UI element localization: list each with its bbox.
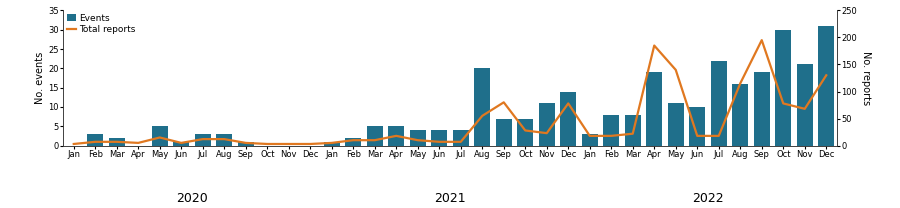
Bar xyxy=(560,92,576,146)
Bar xyxy=(346,138,361,146)
Bar xyxy=(733,84,748,146)
Bar xyxy=(775,30,791,146)
Bar xyxy=(109,138,125,146)
Bar xyxy=(518,119,534,146)
Bar xyxy=(603,115,619,146)
Bar xyxy=(410,130,426,146)
Y-axis label: No. events: No. events xyxy=(35,52,45,104)
Bar xyxy=(388,126,404,146)
Bar xyxy=(366,126,382,146)
Bar xyxy=(173,142,189,146)
Bar xyxy=(194,134,211,146)
Bar xyxy=(87,134,104,146)
Bar xyxy=(496,119,512,146)
Bar xyxy=(796,64,813,146)
Bar xyxy=(324,142,340,146)
Bar xyxy=(216,134,232,146)
Text: 2020: 2020 xyxy=(176,192,208,204)
Bar xyxy=(539,103,554,146)
Bar xyxy=(818,26,834,146)
Bar xyxy=(668,103,684,146)
Legend: Events, Total reports: Events, Total reports xyxy=(65,12,138,36)
Bar xyxy=(152,126,167,146)
Y-axis label: No. reports: No. reports xyxy=(861,51,871,105)
Bar xyxy=(474,68,490,146)
Text: 2021: 2021 xyxy=(434,192,466,204)
Bar xyxy=(753,72,770,146)
Bar xyxy=(625,115,641,146)
Bar xyxy=(453,130,469,146)
Bar xyxy=(581,134,598,146)
Bar xyxy=(431,130,447,146)
Text: 2022: 2022 xyxy=(692,192,724,204)
Bar xyxy=(711,61,727,146)
Bar xyxy=(689,107,706,146)
Bar xyxy=(646,72,662,146)
Bar xyxy=(238,142,254,146)
